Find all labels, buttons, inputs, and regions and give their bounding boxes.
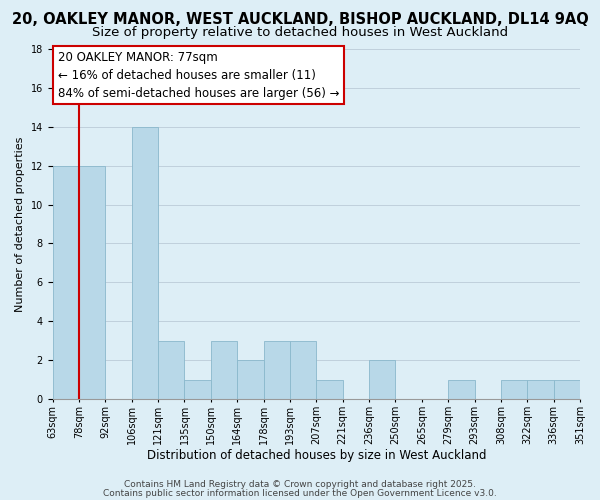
Text: 20, OAKLEY MANOR, WEST AUCKLAND, BISHOP AUCKLAND, DL14 9AQ: 20, OAKLEY MANOR, WEST AUCKLAND, BISHOP … [11, 12, 589, 28]
Bar [501, 380, 527, 399]
Bar [79, 166, 106, 399]
Text: Contains public sector information licensed under the Open Government Licence v3: Contains public sector information licen… [103, 490, 497, 498]
Text: 20 OAKLEY MANOR: 77sqm
← 16% of detached houses are smaller (11)
84% of semi-det: 20 OAKLEY MANOR: 77sqm ← 16% of detached… [58, 51, 340, 100]
Bar [290, 340, 316, 399]
Text: Size of property relative to detached houses in West Auckland: Size of property relative to detached ho… [92, 26, 508, 39]
X-axis label: Distribution of detached houses by size in West Auckland: Distribution of detached houses by size … [146, 450, 486, 462]
Bar [132, 127, 158, 399]
Bar [211, 340, 237, 399]
Bar [184, 380, 211, 399]
Bar [369, 360, 395, 399]
Text: Contains HM Land Registry data © Crown copyright and database right 2025.: Contains HM Land Registry data © Crown c… [124, 480, 476, 489]
Y-axis label: Number of detached properties: Number of detached properties [15, 136, 25, 312]
Bar [237, 360, 263, 399]
Bar [527, 380, 554, 399]
Bar [158, 340, 184, 399]
Bar [263, 340, 290, 399]
Bar [554, 380, 580, 399]
Bar [53, 166, 79, 399]
Bar [316, 380, 343, 399]
Bar [448, 380, 475, 399]
